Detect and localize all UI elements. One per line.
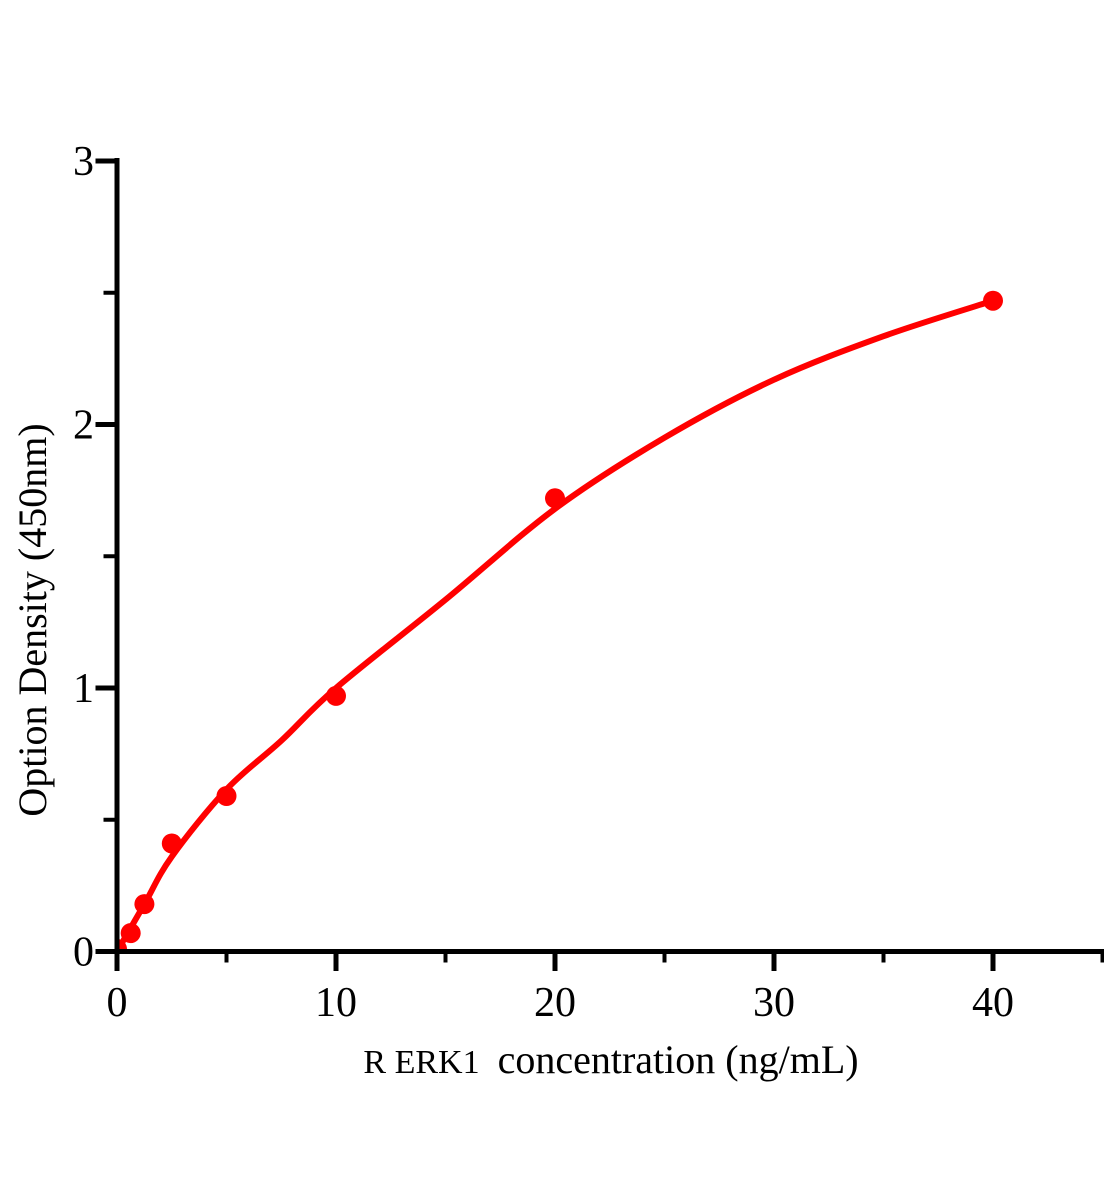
x-tick-label: 0 [107,980,128,1026]
data-point-marker [134,894,155,915]
data-layer [119,290,1003,949]
data-point-marker [216,786,237,806]
data-point-marker [983,290,1003,311]
data-point-marker [120,923,141,944]
data-point-marker [545,488,565,509]
fit-curve-path [119,297,996,949]
y-tick-label: 3 [73,139,94,185]
y-tick-label: 2 [73,403,94,449]
x-tick-label: 10 [315,980,357,1026]
x-tick-label: 30 [753,980,795,1026]
data-point-marker [119,939,127,949]
x-tick-label: 40 [972,980,1014,1026]
x-axis-title-prefix: R ERK1 [363,1044,479,1081]
x-tick-label: 20 [534,980,576,1026]
data-point-marker [326,685,346,706]
x-axis-title-main: concentration (ng/mL) [498,1037,859,1082]
x-axis-title: R ERK1 concentration (ng/mL) [363,1037,858,1082]
y-tick-label: 0 [73,930,94,976]
data-point-marker [161,833,182,854]
y-tick-label: 1 [73,666,94,712]
y-axis-title: Option Density (450nm) [10,423,55,816]
